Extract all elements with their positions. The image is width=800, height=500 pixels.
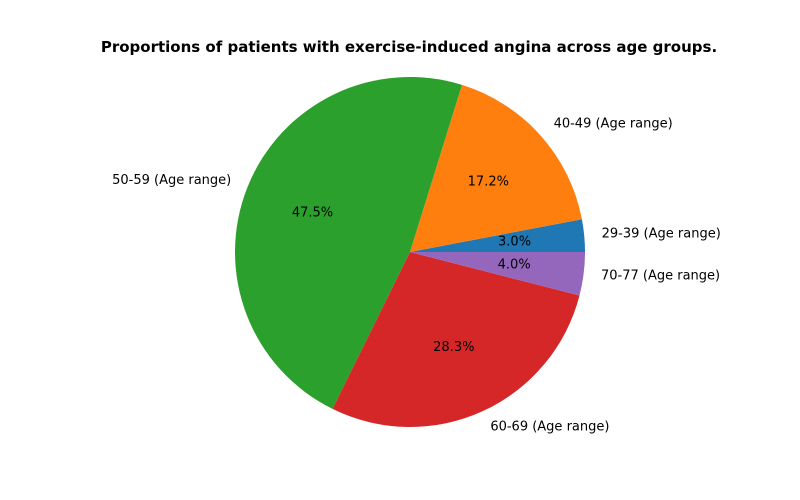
slice-label-1: 40-49 (Age range) — [554, 116, 673, 131]
slice-label-4: 70-77 (Age range) — [601, 269, 720, 284]
pie-slice-2 — [235, 77, 462, 409]
pie-slice-4 — [410, 252, 585, 296]
slice-percent-0: 3.0% — [498, 235, 531, 250]
slice-percent-3: 28.3% — [433, 340, 474, 355]
pie-slice-3 — [332, 252, 580, 427]
slice-percent-1: 17.2% — [468, 175, 509, 190]
chart-title: Proportions of patients with exercise-in… — [101, 38, 717, 56]
pie-slices — [235, 77, 585, 427]
pie-labels: 29-39 (Age range) 3.0% 40-49 (Age range) 17… — [112, 116, 721, 434]
pie-slice-1 — [410, 84, 582, 252]
slice-label-2: 50-59 (Age range) — [112, 173, 231, 188]
slice-label-3: 60-69 (Age range) — [490, 419, 609, 434]
slice-percent-4: 4.0% — [498, 258, 531, 273]
slice-percent-2: 47.5% — [292, 206, 333, 221]
pie-slice-0 — [410, 219, 585, 252]
slice-label-0: 29-39 (Age range) — [602, 226, 721, 241]
